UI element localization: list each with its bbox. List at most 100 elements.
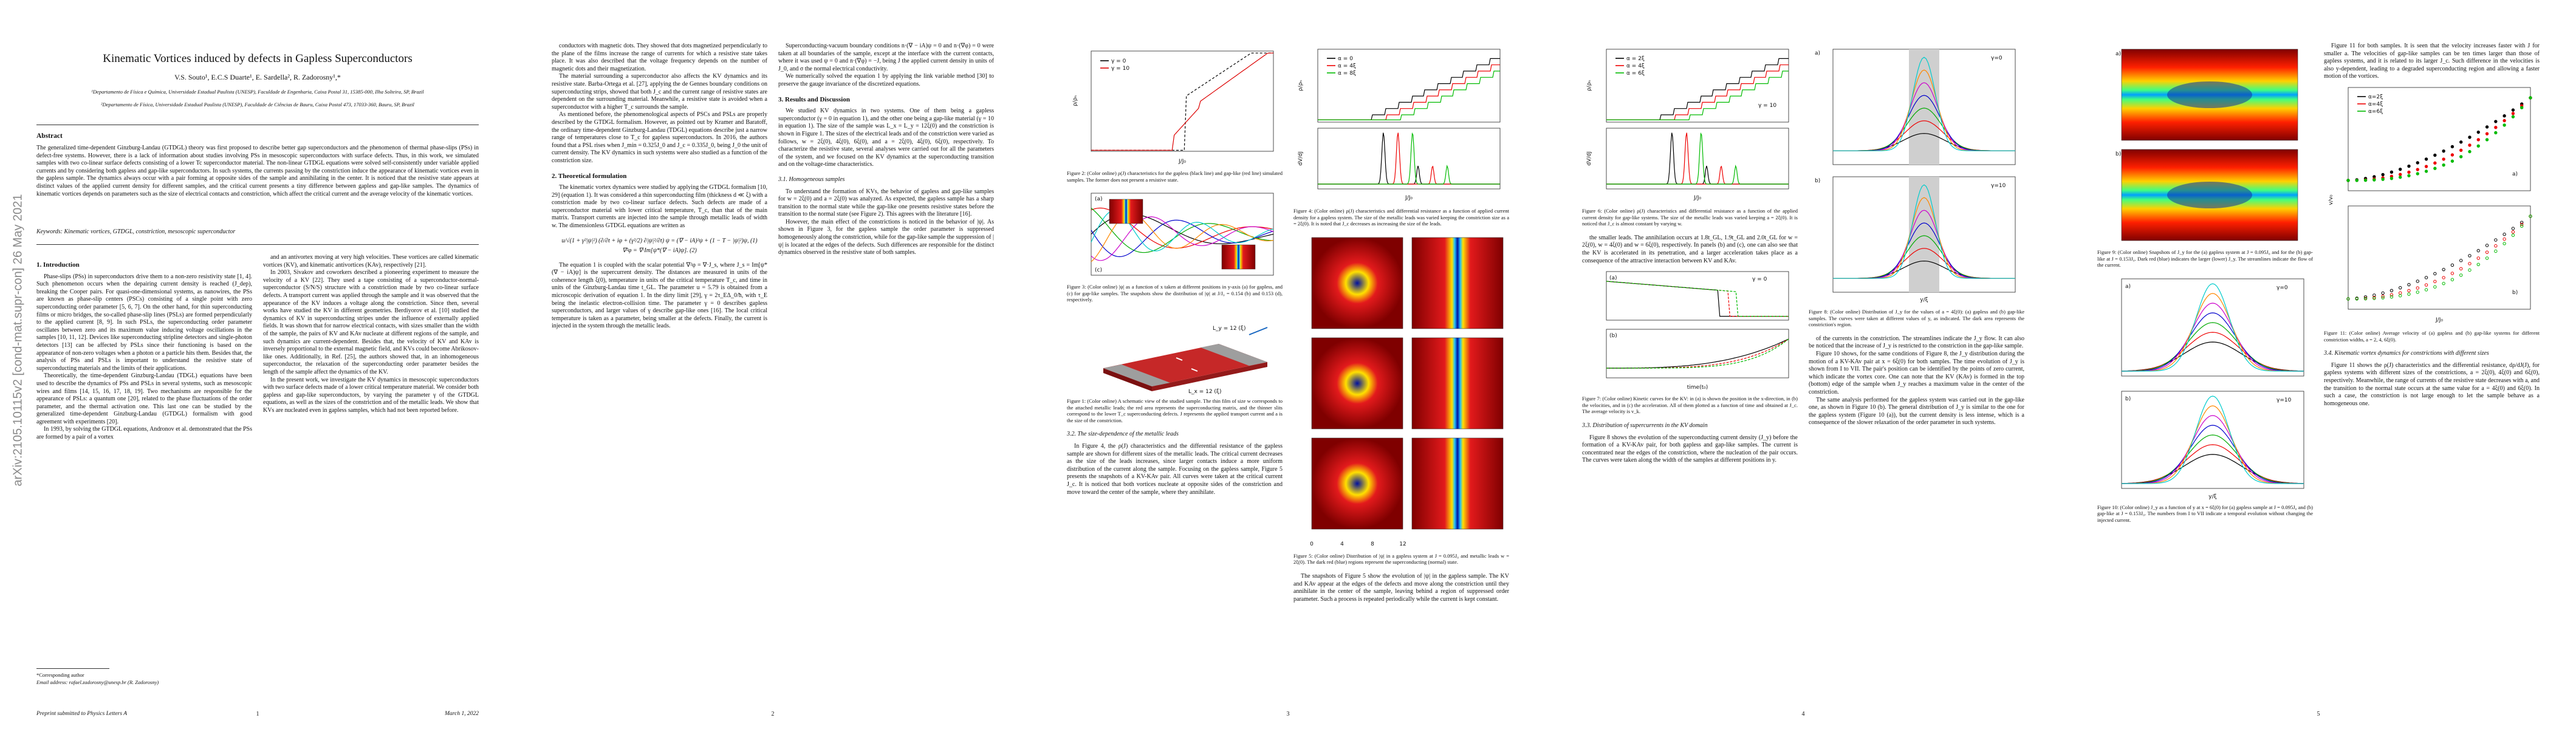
figure-graphic: L_y = 12 (ξ) L_x = 12 (ξ) bbox=[1103, 326, 1268, 395]
scatter-point bbox=[2476, 138, 2480, 142]
figure: L_y = 12 (ξ) L_x = 12 (ξ) bbox=[1067, 310, 1283, 395]
paragraph: To understand the formation of KVs, the … bbox=[778, 188, 994, 218]
paragraph: conductors with magnetic dots. They show… bbox=[552, 43, 767, 72]
plot-frame bbox=[1091, 50, 1274, 152]
scatter-point bbox=[2459, 148, 2463, 152]
text-column: α = 2ξ α = 4ξ α = 6ξ J/J₀ ρ/ρₙ dV/dJ γ = 10 Fig… bbox=[1582, 43, 1798, 465]
plot-curve bbox=[2122, 434, 2304, 484]
plot-curve bbox=[2122, 444, 2304, 484]
scatter-point bbox=[2407, 164, 2411, 168]
figure: γ = 0 (a) (b) time(t₀) bbox=[1582, 269, 1798, 393]
page-number: 1 bbox=[256, 711, 259, 717]
scatter-point bbox=[2511, 115, 2515, 118]
scatter-point bbox=[2511, 230, 2515, 234]
scatter-point bbox=[2346, 179, 2350, 182]
plot-frame bbox=[1317, 49, 1501, 123]
figure-label: ρ/ρₙ bbox=[1072, 95, 1078, 106]
figure: a) b) γ=0 γ=10 y/ξ bbox=[1809, 46, 2024, 306]
scatter-point bbox=[2476, 248, 2480, 253]
figure-label: 0 bbox=[1310, 541, 1314, 547]
page-number: 5 bbox=[2317, 711, 2320, 717]
scatter-point bbox=[2485, 132, 2489, 135]
scatter-point bbox=[2399, 173, 2402, 176]
colormap-panel bbox=[1411, 237, 1504, 329]
paragraph: The snapshots of Figure 5 show the evolu… bbox=[1293, 572, 1509, 603]
inset-map bbox=[1221, 244, 1256, 270]
figure-label: γ=0 bbox=[2276, 285, 2288, 291]
scatter-point bbox=[2372, 178, 2376, 182]
scatter-point bbox=[2459, 273, 2463, 277]
figure-label: L_y = 12 (ξ) bbox=[1213, 326, 1245, 332]
plot-curve bbox=[2122, 332, 2304, 372]
figure-label: ρ/ρₙ bbox=[1586, 80, 1592, 91]
scatter-point bbox=[2459, 140, 2463, 144]
scatter-point bbox=[2511, 233, 2515, 237]
figure-label: (a) bbox=[1609, 275, 1617, 281]
colormap-panel bbox=[1311, 437, 1403, 530]
scatter-point bbox=[2494, 249, 2498, 253]
scatter-point bbox=[2468, 149, 2472, 154]
paragraph: We numerically solved the equation 1 by … bbox=[778, 73, 994, 87]
figure-label: α = 2ξ bbox=[1626, 56, 1645, 62]
figure-label: y/ξ bbox=[1920, 297, 1928, 303]
footnote-rule bbox=[36, 668, 109, 669]
scatter-point bbox=[2433, 153, 2437, 157]
figure-label: γ = 0 bbox=[1752, 276, 1767, 282]
paragraph: In the present work, we investigate the … bbox=[263, 376, 479, 414]
figure-caption: Figure 8: (Color online) Distribution of… bbox=[1809, 309, 2024, 328]
paragraph: In Figure 4, the ρ(J) characteristics an… bbox=[1067, 442, 1283, 496]
scatter-point bbox=[2424, 165, 2428, 168]
scatter-point bbox=[2346, 297, 2350, 301]
abstract-heading: Abstract bbox=[36, 132, 63, 140]
scatter-point bbox=[2372, 293, 2376, 297]
colormap-panel bbox=[1311, 337, 1403, 430]
abstract: The generalized time-dependent Ginzburg-… bbox=[36, 145, 479, 197]
figure-label: a) bbox=[2125, 284, 2131, 290]
figure-label: α = 6ξ bbox=[1626, 70, 1645, 77]
figure-label: α=2ξ bbox=[2368, 94, 2383, 100]
figure-label: α = 4ξ bbox=[1626, 63, 1645, 69]
text-column: γ = 0 γ = 10 J/J₀ ρ/ρₙ Figure 2: (Color onli… bbox=[1067, 43, 1283, 496]
paragraph: In 1993, by solving the GTDGL equations,… bbox=[36, 426, 252, 441]
scatter-point bbox=[2476, 130, 2480, 134]
figure-caption: Figure 4: (Color online) ρ(J) characteri… bbox=[1293, 208, 1509, 227]
figure: 0 4 8 12 bbox=[1293, 234, 1509, 550]
scatter-point bbox=[2468, 254, 2472, 258]
scatter-point bbox=[2511, 112, 2515, 115]
subsection-heading: 3.4. Kinematic vortex dynamics for const… bbox=[2324, 350, 2489, 357]
colormap-panel bbox=[1411, 437, 1504, 530]
scatter-point bbox=[2433, 285, 2437, 289]
scatter-point bbox=[2407, 170, 2411, 174]
paragraph: Figure 10 shows, for the same conditions… bbox=[1809, 350, 2024, 395]
scatter-point bbox=[2494, 238, 2498, 242]
figure-graphic: α=2ξα=4ξα=6ξ a) b) J/J₀ v/v₀ bbox=[2328, 87, 2532, 323]
figure-caption: Figure 6: (Color online) ρ(J) characteri… bbox=[1582, 208, 1798, 227]
figure: (a) (c) bbox=[1067, 190, 1283, 281]
figure: γ = 0 γ = 10 J/J₀ ρ/ρₙ bbox=[1067, 46, 1283, 168]
figure: α=2ξ α=4ξ α=6ξ a) b) J/J₀ v/v₀ bbox=[2324, 84, 2540, 327]
scatter-point bbox=[2389, 289, 2394, 292]
figure-graphic: 0 4 8 12 bbox=[1310, 237, 1504, 547]
figure-caption: Figure 7: (Color online) Kinetic curves … bbox=[1582, 395, 1798, 415]
scatter-point bbox=[2389, 295, 2394, 299]
scatter-point bbox=[2442, 157, 2445, 161]
section-heading: 2. Theoretical formulation bbox=[552, 172, 627, 180]
paragraph: and an antivortex moving at very high ve… bbox=[263, 254, 479, 269]
subsection-heading: 3.3. Distribution of supercurrents in th… bbox=[1582, 422, 1708, 429]
scatter-point bbox=[2520, 106, 2524, 109]
figure-label: a) bbox=[2512, 171, 2518, 177]
figure-label: J/J₀ bbox=[1693, 195, 1701, 201]
plot-curve bbox=[1606, 281, 1789, 317]
figure-caption: Figure 10: (Color online) J_y as a funct… bbox=[2097, 504, 2313, 523]
figure-label: a) bbox=[1815, 50, 1820, 56]
scatter-point bbox=[2529, 96, 2532, 100]
figure-graphic: (a) (c) bbox=[1091, 193, 1274, 276]
inset-map bbox=[1109, 199, 1143, 224]
scatter-point bbox=[2363, 296, 2368, 301]
subsection-heading: 3.2. The size-dependence of the metallic… bbox=[1067, 431, 1179, 438]
arxiv-stamp: arXiv:2105.10115v2 [cond-mat.supr-con] 2… bbox=[11, 194, 25, 487]
scatter-point bbox=[2416, 286, 2419, 290]
scatter-point bbox=[2494, 120, 2498, 123]
figure-graphic: γ = 0 γ = 10 J/J₀ ρ/ρₙ bbox=[1072, 50, 1274, 165]
